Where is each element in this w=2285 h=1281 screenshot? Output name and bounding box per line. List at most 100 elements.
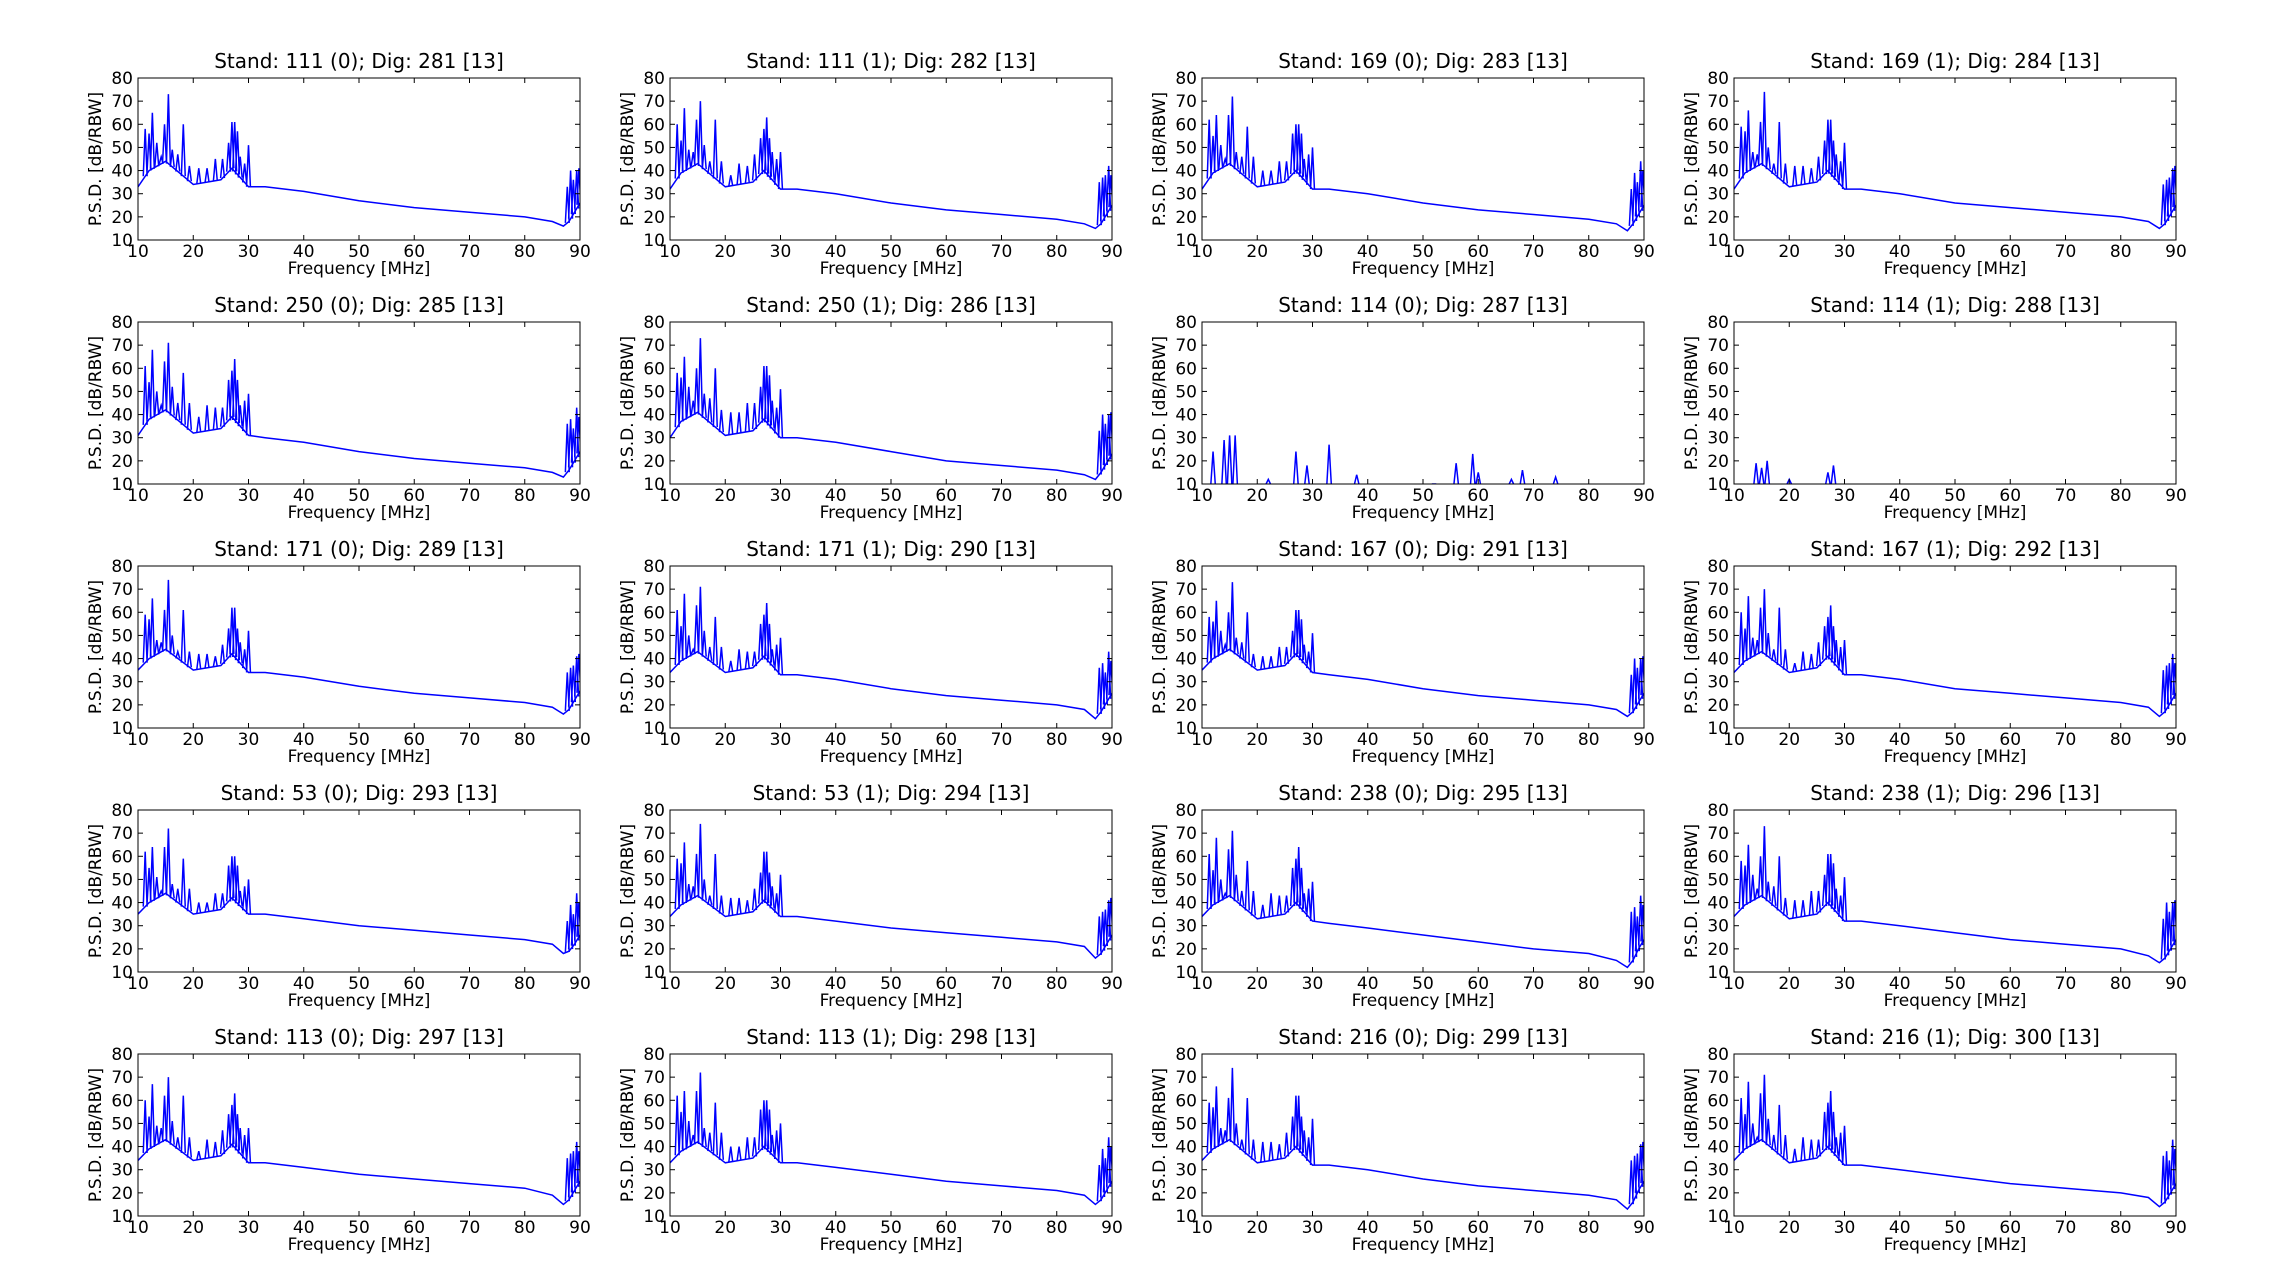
data-layer <box>670 586 1112 720</box>
psd-spike <box>701 145 707 170</box>
psd-spike <box>1757 856 1764 897</box>
y-tick-label: 80 <box>111 801 133 821</box>
x-tick-label: 20 <box>182 730 204 750</box>
psd-baseline-line <box>138 408 580 479</box>
psd-spike <box>718 895 725 914</box>
psd-baseline-line <box>1734 1138 2176 1208</box>
x-tick-label: 10 <box>1723 486 1745 506</box>
psd-spike <box>1265 477 1272 484</box>
x-tick-label: 70 <box>1523 730 1545 750</box>
y-tick-label: 10 <box>1707 1207 1729 1227</box>
psd-spike <box>718 161 725 184</box>
y-tick-label: 70 <box>1175 1068 1197 1088</box>
y-tick-label: 10 <box>1707 475 1729 495</box>
psd-baseline-line <box>1202 894 1644 969</box>
x-tick-label: 70 <box>459 974 481 994</box>
psd-spike <box>1233 637 1239 655</box>
subplot-title: Stand: 167 (0); Dig: 291 [13] <box>1278 537 1568 561</box>
subplot-13: 10 20 30 40 50 60 70 80 90 10 20 30 40 50 60 70 80 Stand:… <box>86 781 591 1011</box>
psd-spike <box>1800 900 1806 917</box>
psd-spike <box>1750 874 1756 901</box>
y-tick-label: 20 <box>1175 940 1197 960</box>
psd-spike <box>1765 147 1771 170</box>
x-axis-label: Frequency [MHz] <box>820 1235 963 1255</box>
y-tick-label: 80 <box>1175 1045 1197 1065</box>
y-axis-label: P.S.D. [dB/RBW] <box>618 92 638 226</box>
psd-spike <box>169 1121 175 1145</box>
x-tick-label: 80 <box>514 730 536 750</box>
psd-spike <box>1757 1093 1764 1141</box>
y-tick-label: 60 <box>111 359 133 379</box>
psd-spike <box>773 407 780 434</box>
psd-spike <box>1776 856 1782 911</box>
psd-spike <box>180 1095 186 1153</box>
psd-spike <box>686 883 692 901</box>
psd-spike <box>712 853 718 909</box>
x-tick-label: 30 <box>1302 1218 1324 1238</box>
psd-spike <box>769 649 775 666</box>
psd-spike <box>773 158 780 185</box>
psd-spike <box>744 1137 751 1160</box>
x-tick-label: 80 <box>1046 730 1068 750</box>
psd-spike <box>681 108 688 172</box>
psd-spike <box>576 1151 580 1184</box>
x-tick-label: 10 <box>127 1218 149 1238</box>
x-tick-label: 20 <box>714 486 736 506</box>
psd-spike <box>169 149 175 167</box>
psd-spike <box>1326 444 1333 484</box>
y-tick-label: 70 <box>643 1068 665 1088</box>
psd-baseline-line <box>1202 1138 1644 1211</box>
y-tick-label: 80 <box>1175 313 1197 333</box>
psd-spike <box>1276 646 1283 667</box>
data-layer <box>138 579 580 716</box>
psd-spike <box>1298 619 1305 661</box>
x-tick-label: 10 <box>127 974 149 994</box>
y-tick-label: 10 <box>111 1207 133 1227</box>
psd-baseline-line <box>138 1138 580 1206</box>
x-tick-label: 70 <box>2055 486 2077 506</box>
psd-spike <box>681 1091 688 1150</box>
psd-spike <box>1469 453 1476 484</box>
psd-spike <box>1750 1123 1756 1145</box>
x-tick-label: 10 <box>1723 1218 1745 1238</box>
psd-spike <box>686 386 692 418</box>
psd-spike <box>241 649 248 669</box>
y-tick-label: 20 <box>1707 1184 1729 1204</box>
psd-spike <box>712 368 718 428</box>
y-tick-label: 70 <box>111 580 133 600</box>
y-tick-label: 70 <box>643 336 665 356</box>
x-tick-label: 30 <box>238 974 260 994</box>
psd-spike <box>1222 891 1228 899</box>
psd-spike <box>1305 888 1312 917</box>
x-tick-label: 50 <box>1944 1218 1966 1238</box>
psd-spike <box>686 149 692 169</box>
y-tick-label: 50 <box>1707 626 1729 646</box>
psd-spike <box>1268 1141 1274 1161</box>
y-tick-label: 60 <box>643 115 665 135</box>
y-tick-label: 40 <box>1175 162 1197 182</box>
x-tick-label: 30 <box>238 1218 260 1238</box>
psd-spike <box>1301 893 1307 912</box>
data-layer <box>138 1077 580 1206</box>
y-tick-label: 60 <box>111 847 133 867</box>
y-tick-label: 50 <box>643 626 665 646</box>
psd-spike <box>744 651 751 669</box>
psd-spike <box>1833 154 1839 180</box>
psd-spike <box>1221 439 1228 484</box>
psd-spike <box>697 823 704 898</box>
psd-spike <box>1808 653 1815 669</box>
y-tick-label: 10 <box>643 1207 665 1227</box>
psd-spike <box>1232 435 1239 484</box>
x-tick-label: 30 <box>1834 974 1856 994</box>
y-tick-label: 50 <box>111 1114 133 1134</box>
x-tick-label: 60 <box>403 1218 425 1238</box>
subplot-title: Stand: 113 (0); Dig: 297 [13] <box>214 1025 504 1049</box>
psd-spike <box>175 888 181 903</box>
psd-spike <box>1771 1134 1777 1150</box>
psd-spike <box>744 165 751 184</box>
psd-spike <box>697 338 704 415</box>
x-tick-label: 10 <box>127 242 149 262</box>
psd-spike <box>1218 879 1224 901</box>
psd-spike <box>1833 1137 1839 1156</box>
x-tick-label: 10 <box>1191 242 1213 262</box>
